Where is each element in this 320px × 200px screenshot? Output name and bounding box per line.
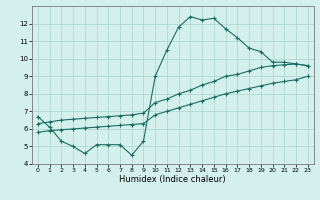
X-axis label: Humidex (Indice chaleur): Humidex (Indice chaleur) (119, 175, 226, 184)
